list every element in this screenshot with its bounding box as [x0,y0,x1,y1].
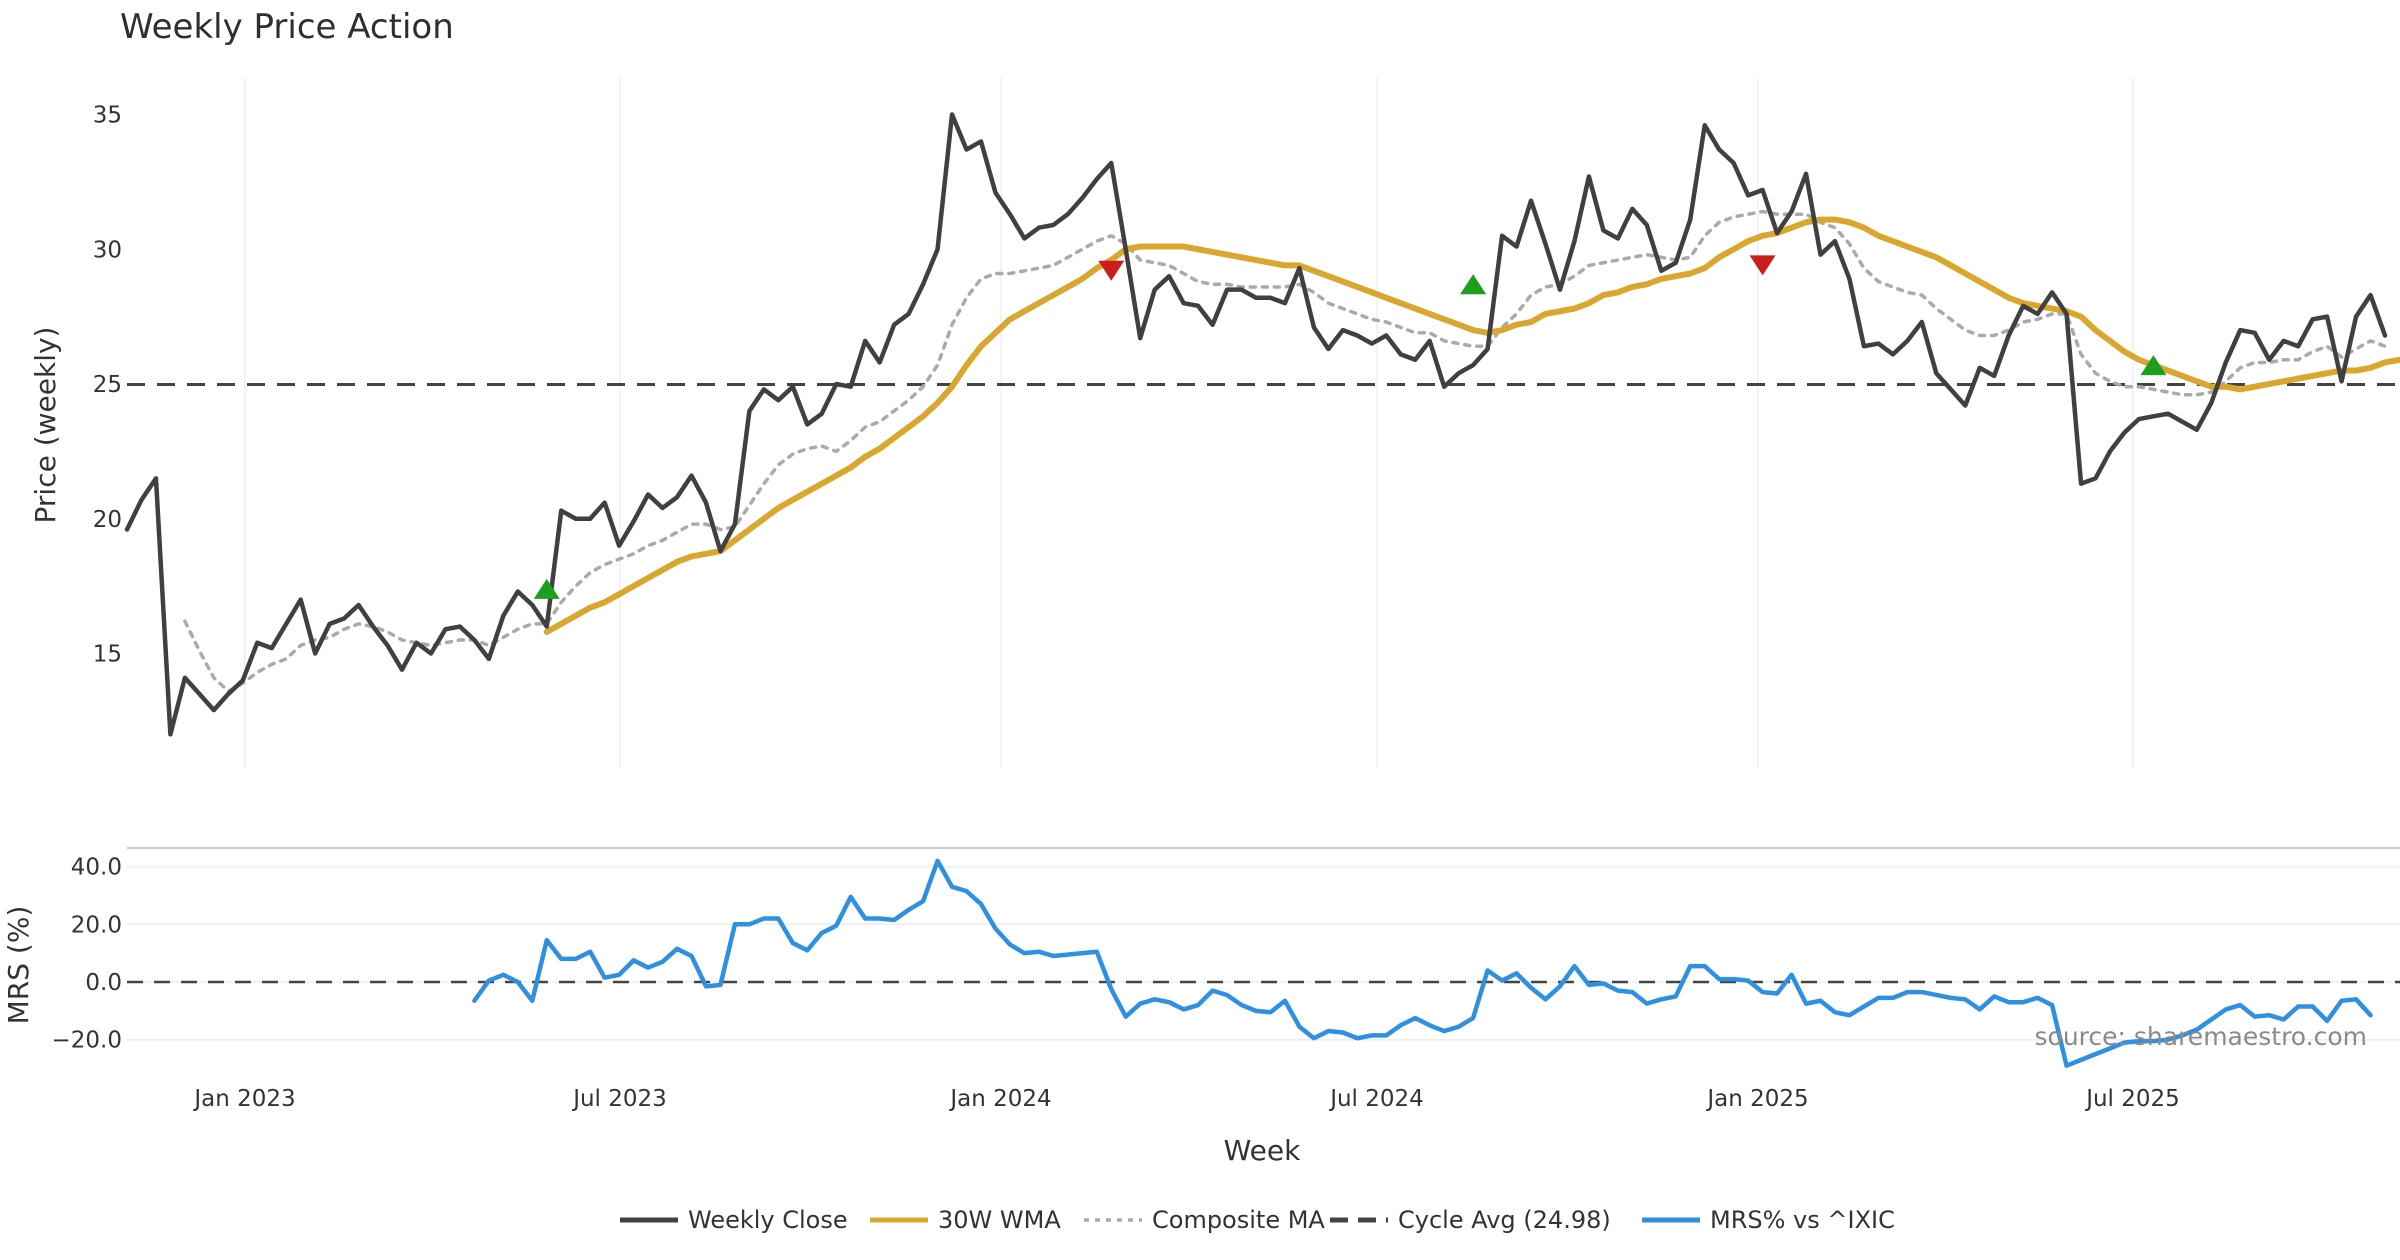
sell-signal-marker [1749,255,1776,276]
buy-signal-marker [1460,274,1487,295]
price-y-tick-label: 20 [93,507,122,533]
signal-markers [533,255,2167,599]
price-y-tick-label: 25 [93,372,122,398]
chart-legend: Weekly Close 30W WMA Composite MA Cycle Avg… [620,1206,1895,1234]
buy-signal-marker [533,578,560,599]
mrs-y-ticks: 40.0 20.0 0.0 −20.0 [52,855,122,1054]
wma-30w-line [543,216,2400,635]
mrs-series-lines [127,858,2400,1068]
mrs-y-tick-label: 20.0 [71,912,122,938]
x-tick-label: Jan 2023 [192,1086,295,1112]
mrs-y-tick-label: 40.0 [71,855,122,881]
legend-label: Composite MA [1152,1206,1325,1234]
x-tick-label: Jul 2024 [1328,1086,1424,1112]
x-axis-ticks: Jan 2023 Jul 2023 Jan 2024 Jul 2024 Jan 2025… [192,1086,2179,1112]
x-axis-label: Week [1224,1134,1301,1167]
mrs-y-tick-label: 0.0 [85,970,122,996]
source-watermark: source: sharemaestro.com [2035,1022,2368,1051]
price-y-ticks: 15 20 25 30 35 [93,103,122,668]
legend-label: Weekly Close [688,1206,848,1234]
price-y-tick-label: 35 [93,103,122,129]
mrs-y-axis-label: MRS (%) [2,906,35,1025]
price-series-lines [124,112,2400,737]
chart-title: Weekly Price Action [120,7,454,47]
mrs-y-tick-label: −20.0 [52,1028,122,1054]
legend-label: 30W WMA [938,1206,1061,1234]
x-tick-label: Jan 2025 [1705,1086,1808,1112]
x-tick-label: Jan 2024 [948,1086,1051,1112]
composite-ma-line [183,209,2387,693]
price-y-tick-label: 15 [93,642,122,668]
weekly-close-line [124,112,2388,737]
price-y-axis-label: Price (weekly) [29,327,62,524]
x-tick-label: Jul 2025 [2084,1086,2180,1112]
price-y-tick-label: 30 [93,237,122,263]
buy-signal-marker [2140,355,2167,376]
legend-label: MRS% vs ^IXIC [1710,1206,1895,1234]
sell-signal-marker [1098,260,1125,281]
legend-label: Cycle Avg (24.98) [1398,1206,1611,1234]
mrs-line [472,858,2373,1068]
x-tick-label: Jul 2023 [571,1086,667,1112]
